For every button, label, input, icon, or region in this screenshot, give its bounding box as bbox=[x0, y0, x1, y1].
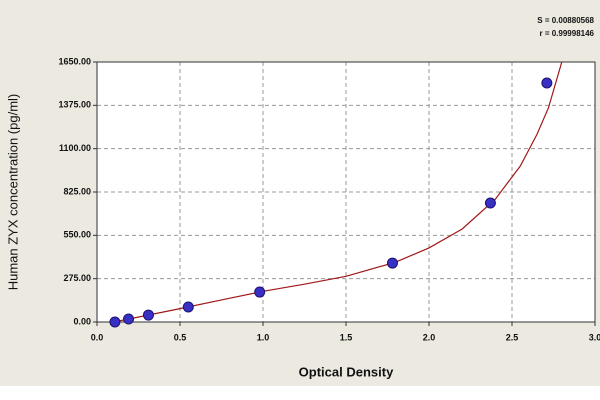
y-tick-label: 0.00 bbox=[73, 316, 91, 326]
annotation: S = 0.00880568 bbox=[537, 16, 594, 25]
data-point bbox=[109, 316, 121, 328]
y-tick-label: 1375.00 bbox=[58, 100, 91, 110]
data-point bbox=[182, 301, 194, 313]
y-tick-label: 1100.00 bbox=[59, 143, 91, 153]
y-tick-label: 275.00 bbox=[63, 273, 91, 283]
x-tick-label: 1.0 bbox=[257, 332, 270, 342]
y-tick-label: 825.00 bbox=[63, 186, 91, 196]
data-point bbox=[484, 197, 496, 209]
x-tick-label: 1.5 bbox=[340, 332, 353, 342]
data-point bbox=[254, 286, 266, 298]
x-tick-label: 0.0 bbox=[91, 332, 104, 342]
x-tick-label: 2.0 bbox=[423, 332, 436, 342]
x-axis-label: Optical Density bbox=[299, 364, 394, 379]
data-point bbox=[541, 77, 553, 89]
x-tick-label: 3.0 bbox=[589, 332, 600, 342]
data-point bbox=[142, 309, 154, 321]
y-axis-label: Human ZYX concentration (pg/ml) bbox=[5, 94, 20, 291]
x-tick-label: 2.5 bbox=[506, 332, 519, 342]
data-point bbox=[386, 257, 398, 269]
y-tick-label: 550.00 bbox=[63, 230, 91, 240]
data-point bbox=[123, 313, 135, 325]
fit-curve bbox=[110, 62, 563, 322]
x-tick-label: 0.5 bbox=[174, 332, 187, 342]
plot-frame bbox=[96, 61, 596, 323]
y-tick-label: 1650.00 bbox=[58, 56, 91, 66]
plot-clip bbox=[110, 62, 563, 322]
annotation: r = 0.99998146 bbox=[540, 29, 595, 38]
